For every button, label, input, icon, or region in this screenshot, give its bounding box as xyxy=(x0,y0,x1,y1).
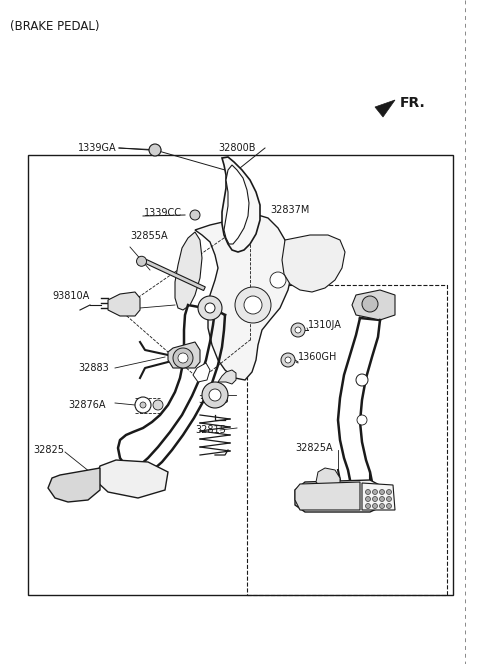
Circle shape xyxy=(235,287,271,323)
Bar xyxy=(28,155,453,595)
Text: 32815: 32815 xyxy=(195,425,226,435)
Circle shape xyxy=(244,296,262,314)
Text: 32825: 32825 xyxy=(33,445,64,455)
Polygon shape xyxy=(195,215,292,380)
Polygon shape xyxy=(222,157,260,252)
Circle shape xyxy=(153,400,163,410)
Text: 32800B: 32800B xyxy=(218,143,255,153)
Circle shape xyxy=(209,389,221,401)
Circle shape xyxy=(205,303,215,313)
Circle shape xyxy=(149,144,161,156)
Circle shape xyxy=(372,497,377,501)
Circle shape xyxy=(372,489,377,495)
Text: 93810A: 93810A xyxy=(52,291,89,301)
Text: 32825A: 32825A xyxy=(295,443,333,453)
Polygon shape xyxy=(193,363,210,382)
Circle shape xyxy=(356,374,368,386)
Circle shape xyxy=(365,503,371,509)
Circle shape xyxy=(357,415,367,425)
Circle shape xyxy=(365,489,371,495)
Polygon shape xyxy=(316,468,340,490)
Polygon shape xyxy=(218,370,236,384)
Polygon shape xyxy=(282,235,345,292)
Text: 1310JA: 1310JA xyxy=(308,320,342,330)
Circle shape xyxy=(386,503,392,509)
Circle shape xyxy=(190,210,200,220)
Text: FR.: FR. xyxy=(400,96,426,110)
Circle shape xyxy=(362,296,378,312)
Text: 32855A: 32855A xyxy=(130,231,168,241)
Text: 32876A: 32876A xyxy=(68,400,106,410)
Circle shape xyxy=(386,497,392,501)
Circle shape xyxy=(135,397,151,413)
Circle shape xyxy=(380,503,384,509)
Text: 32883: 32883 xyxy=(198,395,229,405)
Text: 1339CC: 1339CC xyxy=(144,208,182,218)
Polygon shape xyxy=(375,100,395,117)
Polygon shape xyxy=(352,290,395,320)
Circle shape xyxy=(386,489,392,495)
Text: (BRAKE PEDAL): (BRAKE PEDAL) xyxy=(10,20,99,33)
Polygon shape xyxy=(144,260,205,291)
Text: 1339GA: 1339GA xyxy=(78,143,117,153)
Circle shape xyxy=(295,327,301,333)
Circle shape xyxy=(372,503,377,509)
Circle shape xyxy=(281,353,295,367)
Circle shape xyxy=(380,489,384,495)
Polygon shape xyxy=(95,460,168,498)
Circle shape xyxy=(136,256,146,266)
Circle shape xyxy=(380,497,384,501)
Circle shape xyxy=(202,382,228,408)
Text: 32883: 32883 xyxy=(78,363,109,373)
Circle shape xyxy=(140,402,146,408)
Polygon shape xyxy=(362,483,395,510)
Text: (A/T): (A/T) xyxy=(252,294,276,304)
Polygon shape xyxy=(224,165,249,244)
Polygon shape xyxy=(108,292,140,316)
Bar xyxy=(247,285,447,595)
Circle shape xyxy=(198,296,222,320)
Polygon shape xyxy=(295,482,360,510)
Circle shape xyxy=(285,357,291,363)
Polygon shape xyxy=(295,480,385,512)
Polygon shape xyxy=(48,468,100,502)
Polygon shape xyxy=(175,232,202,310)
Circle shape xyxy=(173,348,193,368)
Circle shape xyxy=(365,497,371,501)
Text: 1360GH: 1360GH xyxy=(298,352,337,362)
Circle shape xyxy=(291,323,305,337)
Polygon shape xyxy=(168,342,200,368)
Circle shape xyxy=(178,353,188,363)
Circle shape xyxy=(270,272,286,288)
Text: 32837M: 32837M xyxy=(270,205,310,215)
